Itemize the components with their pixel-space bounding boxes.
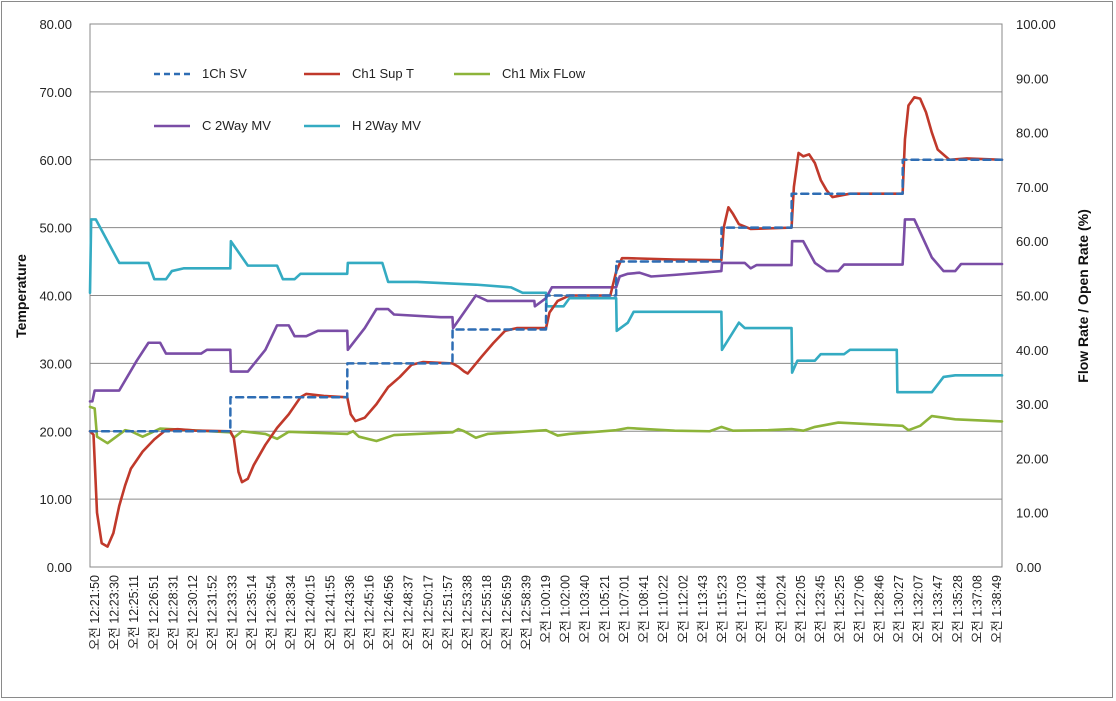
right-tick-label: 90.00 bbox=[1016, 71, 1049, 86]
legend-item-c-2way-mv: C 2Way MV bbox=[154, 118, 271, 133]
x-tick-label: 오전 12:28:31 bbox=[166, 575, 180, 650]
x-tick-label: 오전 1:03:40 bbox=[578, 575, 592, 643]
left-tick-label: 70.00 bbox=[39, 85, 72, 100]
x-tick-label: 오전 1:35:28 bbox=[951, 575, 965, 643]
left-axis-ticks: 0.00 10.00 20.00 30.00 40.00 50.00 60.00 70.00 8… bbox=[39, 17, 72, 575]
x-tick-label: 오전 1:33:47 bbox=[931, 575, 945, 643]
legend-item-1ch-sv: 1Ch SV bbox=[154, 66, 247, 81]
x-tick-label: 오전 12:55:18 bbox=[480, 575, 494, 650]
left-tick-label: 50.00 bbox=[39, 221, 72, 236]
legend-item-ch1-mix-flow: Ch1 Mix FLow bbox=[454, 66, 586, 81]
x-tick-label: 오전 1:38:49 bbox=[990, 575, 1004, 643]
right-tick-label: 80.00 bbox=[1016, 126, 1049, 141]
legend: 1Ch SV Ch1 Sup T Ch1 Mix FLow C 2Way MV … bbox=[154, 66, 586, 133]
legend-label-h-2way-mv: H 2Way MV bbox=[352, 118, 421, 133]
x-tick-label: 오전 1:10:22 bbox=[657, 575, 671, 643]
right-tick-label: 60.00 bbox=[1016, 234, 1049, 249]
right-tick-label: 10.00 bbox=[1016, 506, 1049, 521]
x-tick-label: 오전 1:32:07 bbox=[912, 575, 926, 643]
x-tick-label: 오전 12:46:56 bbox=[382, 575, 396, 650]
x-tick-label: 오전 12:53:38 bbox=[461, 575, 475, 650]
x-tick-label: 오전 1:28:46 bbox=[872, 575, 886, 643]
left-tick-label: 40.00 bbox=[39, 289, 72, 304]
legend-item-ch1-sup-t: Ch1 Sup T bbox=[304, 66, 414, 81]
x-tick-label: 오전 12:41:55 bbox=[323, 575, 337, 650]
left-tick-label: 0.00 bbox=[47, 560, 72, 575]
x-tick-label: 오전 1:23:45 bbox=[814, 575, 828, 643]
x-tick-label: 오전 12:30:12 bbox=[186, 575, 200, 650]
x-tick-label: 오전 12:33:33 bbox=[225, 575, 239, 650]
legend-item-h-2way-mv: H 2Way MV bbox=[304, 118, 421, 133]
right-tick-label: 100.00 bbox=[1016, 17, 1056, 32]
x-tick-label: 오전 1:22:05 bbox=[794, 575, 808, 643]
right-tick-label: 0.00 bbox=[1016, 560, 1041, 575]
legend-label-c-2way-mv: C 2Way MV bbox=[202, 118, 271, 133]
x-tick-label: 오전 12:26:51 bbox=[147, 575, 161, 650]
x-tick-label: 오전 1:08:41 bbox=[637, 575, 651, 643]
series-line-ch1-mix-flow bbox=[90, 407, 1002, 443]
x-tick-label: 오전 12:36:54 bbox=[264, 575, 278, 650]
x-tick-label: 오전 12:45:16 bbox=[363, 575, 377, 650]
right-tick-label: 20.00 bbox=[1016, 451, 1049, 466]
left-tick-label: 80.00 bbox=[39, 17, 72, 32]
x-tick-label: 오전 1:17:03 bbox=[735, 575, 749, 643]
legend-label-ch1-sup-t: Ch1 Sup T bbox=[352, 66, 414, 81]
x-tick-label: 오전 1:27:06 bbox=[853, 575, 867, 643]
x-tick-label: 오전 1:13:43 bbox=[696, 575, 710, 643]
x-tick-label: 오전 12:50:17 bbox=[421, 575, 435, 650]
x-tick-label: 오전 12:58:39 bbox=[519, 575, 533, 650]
x-tick-label: 오전 1:25:25 bbox=[833, 575, 847, 643]
x-tick-label: 오전 1:05:21 bbox=[598, 575, 612, 643]
x-tick-label: 오전 1:30:27 bbox=[892, 575, 906, 643]
legend-label-1ch-sv: 1Ch SV bbox=[202, 66, 247, 81]
right-tick-label: 30.00 bbox=[1016, 397, 1049, 412]
legend-label-ch1-mix-flow: Ch1 Mix FLow bbox=[502, 66, 586, 81]
x-tick-label: 오전 12:43:36 bbox=[343, 575, 357, 650]
x-tick-label: 오전 12:21:50 bbox=[88, 575, 102, 650]
x-tick-label: 오전 12:38:34 bbox=[284, 575, 298, 650]
x-tick-label: 오전 1:00:19 bbox=[539, 575, 553, 643]
right-tick-label: 50.00 bbox=[1016, 289, 1049, 304]
x-tick-label: 오전 1:15:23 bbox=[715, 575, 729, 643]
right-tick-label: 70.00 bbox=[1016, 180, 1049, 195]
x-tick-label: 오전 12:25:11 bbox=[127, 575, 141, 649]
x-tick-label: 오전 12:40:15 bbox=[304, 575, 318, 650]
x-tick-label: 오전 1:02:00 bbox=[559, 575, 573, 643]
x-tick-label: 오전 12:31:52 bbox=[206, 575, 220, 650]
x-tick-label: 오전 12:23:30 bbox=[108, 575, 122, 650]
left-tick-label: 30.00 bbox=[39, 356, 72, 371]
right-axis-ticks: 0.00 10.00 20.00 30.00 40.00 50.00 60.00 70.00 8… bbox=[1016, 17, 1056, 575]
x-tick-label: 오전 1:18:44 bbox=[755, 575, 769, 643]
x-tick-label: 오전 12:35:14 bbox=[245, 575, 259, 650]
left-axis-title: Temperature bbox=[13, 254, 29, 338]
left-tick-label: 60.00 bbox=[39, 153, 72, 168]
x-tick-label: 오전 1:37:08 bbox=[970, 575, 984, 643]
series-layer bbox=[90, 97, 1002, 546]
x-axis-ticks: 오전 12:21:50 오전 12:23:30 오전 12:25:11 오전 12:2… bbox=[88, 575, 1004, 650]
x-tick-label: 오전 1:20:24 bbox=[774, 575, 788, 643]
left-tick-label: 10.00 bbox=[39, 492, 72, 507]
x-tick-label: 오전 12:51:57 bbox=[441, 575, 455, 650]
x-tick-label: 오전 12:56:59 bbox=[500, 575, 514, 650]
x-tick-label: 오전 1:12:02 bbox=[676, 575, 690, 643]
left-tick-label: 20.00 bbox=[39, 424, 72, 439]
right-tick-label: 40.00 bbox=[1016, 343, 1049, 358]
x-tick-label: 오전 12:48:37 bbox=[402, 575, 416, 650]
x-tick-label: 오전 1:07:01 bbox=[617, 575, 631, 643]
right-axis-title: Flow Rate / Open Rate (%) bbox=[1075, 209, 1091, 382]
